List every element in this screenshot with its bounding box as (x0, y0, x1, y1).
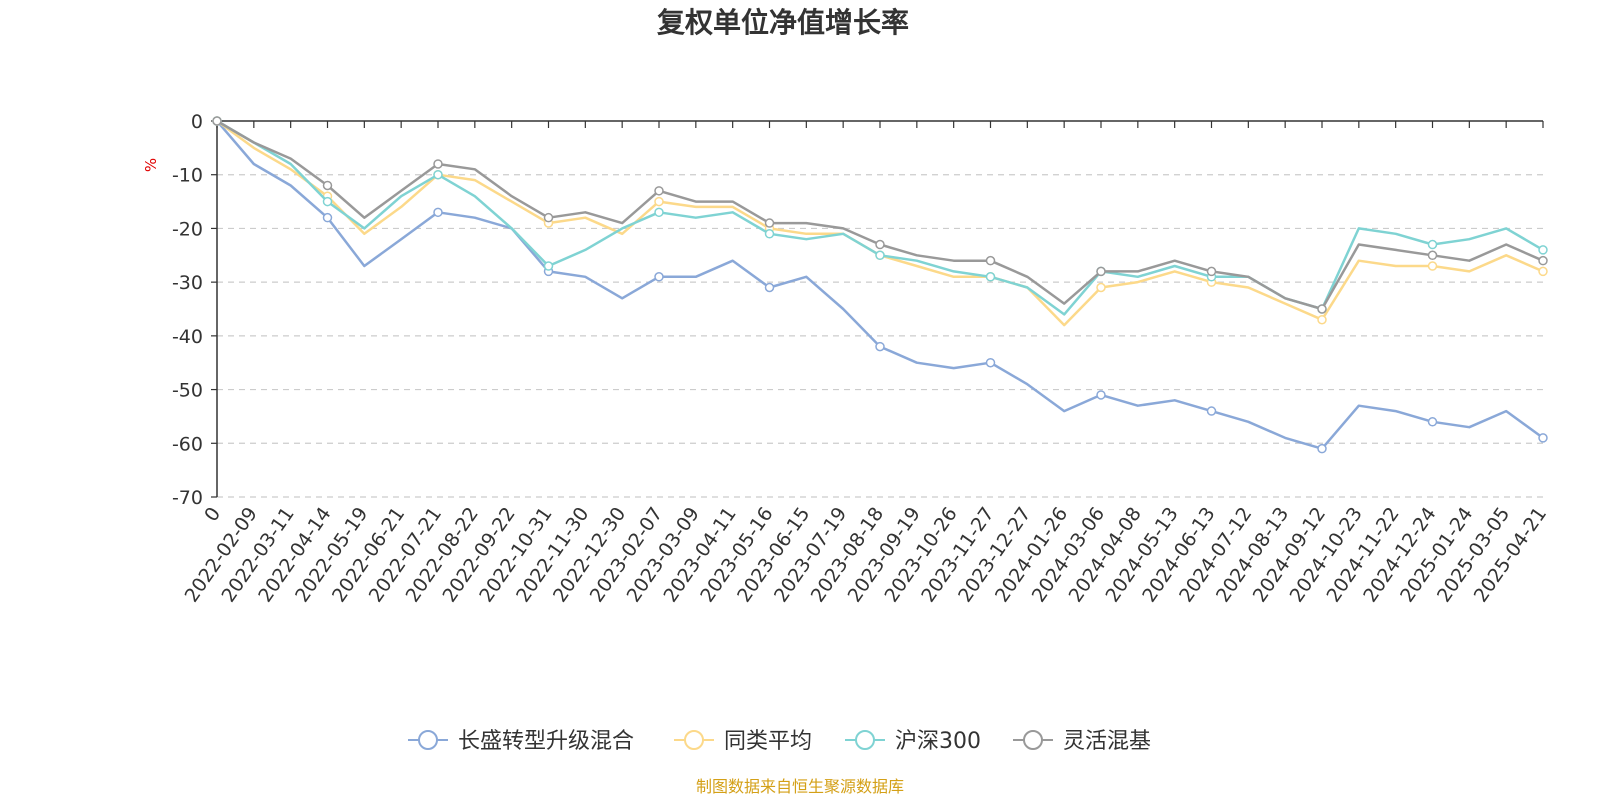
data-point (322, 196, 333, 207)
data-point (1096, 390, 1106, 400)
legend-label: 灵活混基 (1063, 729, 1151, 754)
y-axis-unit: % (142, 158, 160, 172)
data-point (1427, 261, 1438, 271)
data-point (322, 212, 333, 223)
data-point (322, 180, 333, 191)
chart-title: 复权单位净值增长率 (657, 6, 909, 39)
legend-item[interactable]: 沪深300 (845, 729, 981, 754)
data-point (985, 357, 996, 368)
data-point (875, 341, 885, 352)
data-point (875, 239, 885, 250)
legend-marker-icon (1023, 730, 1043, 750)
data-point (433, 159, 443, 169)
legend-label: 长盛转型升级混合 (458, 729, 634, 754)
data-point (1096, 282, 1106, 293)
data-point (212, 116, 222, 126)
y-tick-label: -60 (172, 433, 203, 455)
y-tick-label: -70 (172, 487, 203, 509)
data-point (543, 212, 554, 223)
data-point (875, 250, 885, 261)
series-line (216, 119, 1544, 327)
y-tick-label: -30 (172, 272, 203, 294)
legend-label: 同类平均 (724, 729, 812, 754)
series-2 (212, 116, 1548, 316)
data-point (1427, 417, 1438, 427)
y-tick-label: -20 (172, 218, 203, 240)
axes (211, 120, 1544, 498)
series-0 (212, 116, 1548, 454)
data-point (1538, 433, 1548, 443)
y-tick-labels: 0 -10 -20 -30 -40 -50 -60 -70 (172, 111, 203, 509)
series-1 (212, 116, 1548, 327)
data-point (764, 282, 775, 293)
series-line (216, 119, 1544, 311)
data-point (985, 255, 996, 266)
legend-label: 沪深300 (895, 729, 981, 754)
data-point (654, 196, 664, 207)
data-point (764, 229, 775, 239)
data-point (433, 207, 443, 218)
data-point (1206, 266, 1217, 277)
data-point (985, 272, 996, 282)
data-point (1427, 239, 1438, 250)
data-point (1317, 443, 1327, 454)
data-point (1317, 304, 1327, 314)
data-point (1538, 266, 1548, 277)
y-tick-label: -40 (172, 326, 203, 348)
data-point (1538, 255, 1548, 266)
legend-marker-icon (418, 730, 438, 750)
data-point (654, 207, 664, 218)
data-point (1538, 245, 1548, 255)
y-tick-label: -10 (172, 165, 203, 187)
legend-marker-icon (855, 730, 875, 750)
series-3 (212, 116, 1548, 314)
legend-marker-icon (684, 730, 704, 750)
legend-item[interactable]: 长盛转型升级混合 (408, 729, 634, 754)
data-point (654, 272, 664, 282)
data-point (543, 261, 554, 271)
x-tick-label: 0 (200, 503, 225, 526)
series-group (212, 116, 1548, 454)
data-point (1206, 406, 1217, 416)
legend-item[interactable]: 灵活混基 (1013, 729, 1151, 754)
grid-lines (217, 174, 1543, 498)
y-tick-label: -50 (172, 380, 203, 402)
data-point (433, 169, 443, 180)
legend-item[interactable]: 同类平均 (674, 729, 812, 754)
data-point (654, 186, 664, 196)
legend[interactable]: 长盛转型升级混合 同类平均 沪深300 灵活混基 (408, 729, 1151, 754)
data-point (1096, 266, 1106, 277)
x-tick-labels: 02022-02-092022-03-112022-04-142022-05-1… (181, 503, 1552, 606)
data-point (1317, 314, 1327, 325)
y-tick-label: 0 (191, 111, 203, 133)
source-note: 制图数据来自恒生聚源数据库 (696, 777, 904, 796)
data-point (764, 218, 775, 228)
data-point (1427, 250, 1438, 261)
